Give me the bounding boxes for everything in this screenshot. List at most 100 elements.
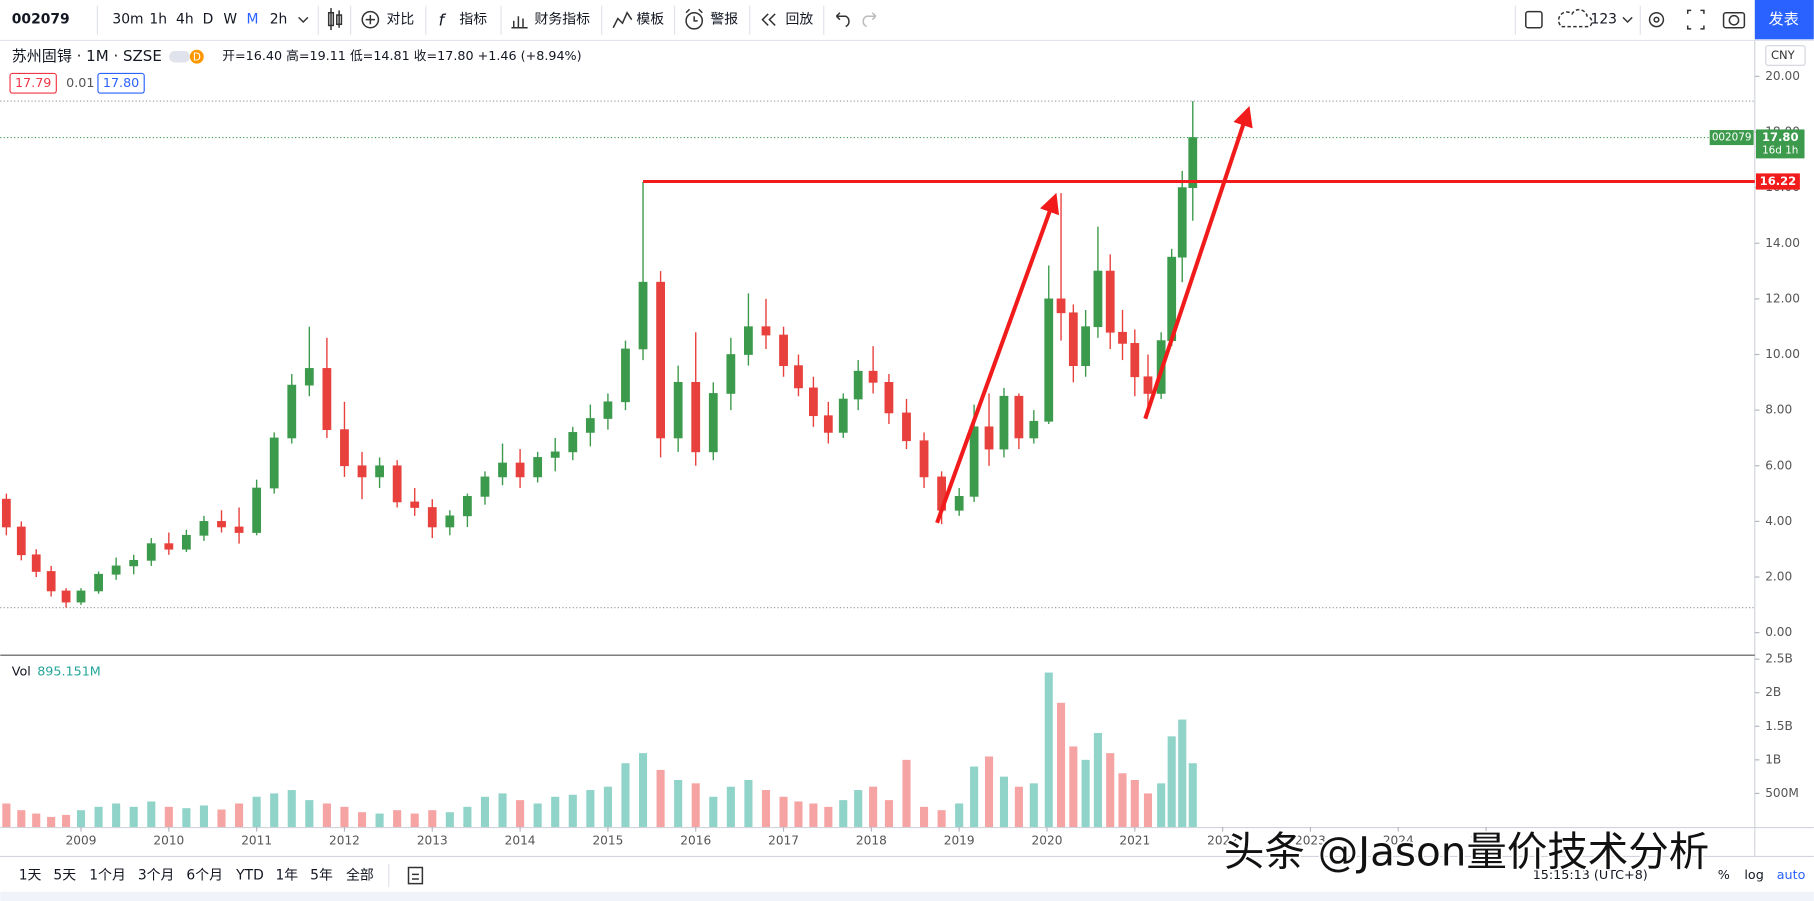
- candle-body: [181, 534, 191, 550]
- candle-body: [1093, 270, 1103, 328]
- compare-icon[interactable]: [361, 10, 380, 29]
- candle-body: [357, 465, 367, 478]
- tool[interactable]: 财务指标: [535, 12, 591, 28]
- range-button[interactable]: 1天: [19, 868, 42, 884]
- settings-icon[interactable]: [1648, 11, 1665, 28]
- alert-icon[interactable]: [685, 11, 704, 30]
- ask[interactable]: 17.80: [103, 75, 139, 90]
- y-tick-label: 14.00: [1765, 236, 1800, 250]
- price-pane: [1, 101, 1755, 608]
- range-button[interactable]: 5天: [53, 868, 76, 884]
- volume-bar: [709, 796, 718, 827]
- interval[interactable]: D: [203, 12, 214, 28]
- currency-box[interactable]: [1765, 45, 1806, 66]
- layout-name[interactable]: 123: [1591, 12, 1617, 28]
- volume-bar: [410, 813, 419, 827]
- symbol-name: 苏州固锝 · 1M · SZSE: [12, 47, 162, 65]
- range-button[interactable]: 1年: [275, 868, 298, 884]
- scale-option[interactable]: auto: [1777, 867, 1806, 882]
- interval-active[interactable]: M: [247, 12, 259, 28]
- candle-body: [340, 429, 349, 467]
- symbol[interactable]: 002079: [12, 12, 70, 28]
- volume-bar: [516, 800, 525, 827]
- range-button[interactable]: 3个月: [138, 868, 175, 884]
- publish-button[interactable]: [1754, 0, 1814, 40]
- replay-icon[interactable]: [761, 13, 776, 26]
- candle-body: [1, 498, 11, 528]
- candle-body: [621, 348, 630, 403]
- scale-option[interactable]: %: [1718, 867, 1730, 882]
- interval[interactable]: 2h: [270, 12, 288, 28]
- y-tick-label: 500M: [1765, 786, 1799, 800]
- price-tag-label: 17.80: [1762, 130, 1799, 144]
- volume-bar: [1056, 702, 1066, 827]
- interval-menu[interactable]: [298, 16, 309, 24]
- scale-option[interactable]: log: [1744, 867, 1763, 882]
- publish-label[interactable]: 发表: [1769, 10, 1799, 28]
- x-tick-label: 2010: [153, 833, 184, 847]
- candle-body: [463, 496, 472, 517]
- redo[interactable]: [862, 12, 877, 28]
- bid-box[interactable]: [9, 72, 57, 94]
- tool[interactable]: 回放: [786, 12, 814, 28]
- indicator-icon[interactable]: f: [439, 10, 447, 29]
- interval[interactable]: 30m: [112, 12, 143, 28]
- level-tag: [1755, 173, 1800, 190]
- layout-icon[interactable]: [1525, 10, 1543, 29]
- candle-body: [779, 334, 788, 366]
- volume-bar: [884, 800, 893, 827]
- interval[interactable]: 4h: [176, 12, 194, 28]
- tool[interactable]: 警报: [710, 12, 738, 28]
- volume-bar: [854, 790, 863, 827]
- candle-body: [550, 451, 560, 458]
- volume-bar: [970, 766, 979, 827]
- bid[interactable]: 17.79: [15, 75, 51, 90]
- drawings: [935, 106, 1253, 524]
- volume-bar: [1157, 783, 1166, 827]
- x-tick-label: 2020: [1032, 833, 1063, 847]
- volume-bar: [1188, 763, 1197, 827]
- volume-bar: [17, 810, 26, 827]
- volume-bar: [2, 803, 11, 827]
- volume-bar: [147, 801, 156, 827]
- range-button[interactable]: 5年: [310, 868, 333, 884]
- goto-date[interactable]: [407, 866, 424, 885]
- tool[interactable]: 对比: [387, 12, 415, 28]
- range-button[interactable]: 6个月: [186, 868, 223, 884]
- visibility-pill[interactable]: [169, 50, 190, 63]
- candle-body: [164, 543, 174, 550]
- candle-body: [498, 462, 507, 478]
- undo[interactable]: [835, 12, 850, 28]
- cloud-icon[interactable]: [1557, 8, 1593, 28]
- snapshot-icon[interactable]: [1722, 11, 1746, 29]
- volume-bar: [32, 813, 41, 827]
- chart-type-icon[interactable]: [327, 8, 343, 31]
- candle-body: [919, 440, 929, 478]
- interval[interactable]: W: [223, 12, 237, 28]
- tool[interactable]: 指标: [459, 12, 487, 28]
- tool[interactable]: 模板: [636, 12, 664, 28]
- volume-bar: [869, 786, 878, 827]
- symbol-tag-label: 002079: [1712, 132, 1752, 144]
- candle-body: [969, 426, 979, 497]
- y-tick-label: 10.00: [1765, 347, 1800, 361]
- range-button[interactable]: 1个月: [89, 868, 126, 884]
- y-tick-label: 12.00: [1765, 291, 1800, 305]
- volume-bar: [164, 806, 173, 827]
- volume-pane: [2, 672, 1197, 827]
- ask-box[interactable]: [97, 72, 145, 94]
- fullscreen-icon[interactable]: [1686, 9, 1705, 30]
- range-button[interactable]: 全部: [346, 867, 374, 884]
- candle-body: [199, 521, 209, 536]
- volume-bar: [1167, 736, 1176, 827]
- template-icon[interactable]: [612, 11, 633, 29]
- range-button[interactable]: YTD: [235, 868, 264, 884]
- interval[interactable]: 1h: [149, 12, 167, 28]
- currency[interactable]: CNY: [1771, 48, 1796, 62]
- spread: 0.01: [66, 75, 94, 90]
- volume-bar: [322, 803, 331, 827]
- financials-icon[interactable]: [511, 16, 528, 29]
- candle-body: [94, 573, 103, 592]
- volume-bar: [357, 812, 367, 827]
- legend: 苏州固锝 · 1M · SZSE D 开=16.40 高=19.11 低=14.…: [9, 45, 1806, 678]
